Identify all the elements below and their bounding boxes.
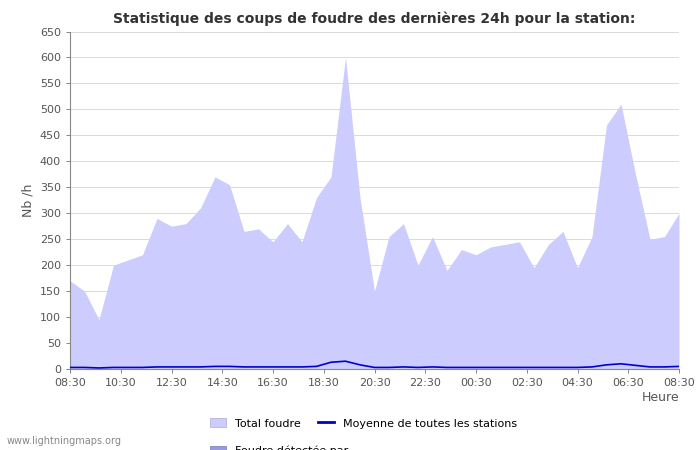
X-axis label: Heure: Heure — [641, 391, 679, 404]
Y-axis label: Nb /h: Nb /h — [21, 184, 34, 217]
Legend: Foudre détectée par: Foudre détectée par — [209, 446, 349, 450]
Title: Statistique des coups de foudre des dernières 24h pour la station:: Statistique des coups de foudre des dern… — [113, 12, 636, 26]
Text: www.lightningmaps.org: www.lightningmaps.org — [7, 436, 122, 446]
